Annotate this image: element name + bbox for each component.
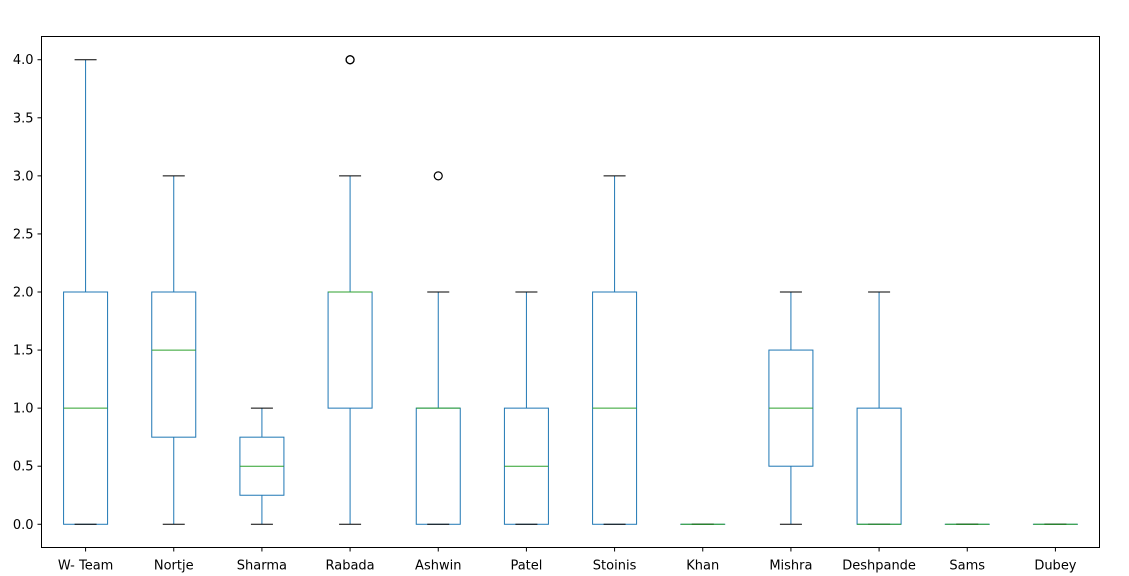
x-tick-label: Rabada bbox=[326, 559, 375, 574]
plot-frame bbox=[41, 36, 1100, 548]
box-group-sharma bbox=[239, 407, 285, 525]
x-tick-label: Patel bbox=[510, 559, 542, 574]
y-tick-label: 2.5 bbox=[13, 227, 34, 242]
y-tick-label: 3.5 bbox=[13, 111, 34, 126]
y-tick-label: 2.0 bbox=[13, 286, 34, 301]
x-tick-label: Khan bbox=[686, 559, 719, 574]
box-group-nortje bbox=[151, 175, 197, 525]
x-tick-label: Mishra bbox=[769, 559, 812, 574]
box-group-ashwin bbox=[415, 171, 461, 525]
box-group-mishra bbox=[768, 291, 814, 525]
y-tick-label: 0.5 bbox=[13, 460, 34, 475]
x-tick-label: Sharma bbox=[237, 559, 287, 574]
box-group-w-team bbox=[63, 59, 109, 525]
box bbox=[327, 291, 373, 409]
y-tick-label: 4.0 bbox=[13, 53, 34, 68]
box-group-stoinis bbox=[592, 175, 638, 525]
box-group-rabada bbox=[327, 55, 373, 525]
y-tick-label: 0.0 bbox=[13, 518, 34, 533]
outlier-point bbox=[433, 171, 443, 181]
x-axis: W- Team Nortje Sharma Rabada Ashwin Patel Stoi… bbox=[58, 547, 1077, 574]
box bbox=[856, 407, 902, 525]
x-tick-label: Deshpande bbox=[842, 559, 916, 574]
box-group-deshpande bbox=[856, 291, 902, 525]
box-group-patel bbox=[503, 291, 549, 525]
plot-area bbox=[63, 55, 1078, 525]
x-tick-label: Nortje bbox=[154, 559, 194, 574]
x-tick-label: Ashwin bbox=[415, 559, 461, 574]
x-tick-label: Dubey bbox=[1034, 559, 1076, 574]
x-tick-label: Sams bbox=[949, 559, 985, 574]
y-tick-label: 1.5 bbox=[13, 344, 34, 359]
box bbox=[415, 407, 461, 525]
outlier-point bbox=[345, 55, 355, 65]
y-tick-label: 1.0 bbox=[13, 402, 34, 417]
x-tick-label: W- Team bbox=[58, 559, 114, 574]
x-tick-label: Stoinis bbox=[593, 559, 637, 574]
y-axis: 0.0 0.5 1.0 1.5 2.0 2.5 3.0 3.5 4.0 bbox=[13, 53, 42, 533]
box bbox=[151, 291, 197, 438]
y-tick-label: 3.0 bbox=[13, 169, 34, 184]
